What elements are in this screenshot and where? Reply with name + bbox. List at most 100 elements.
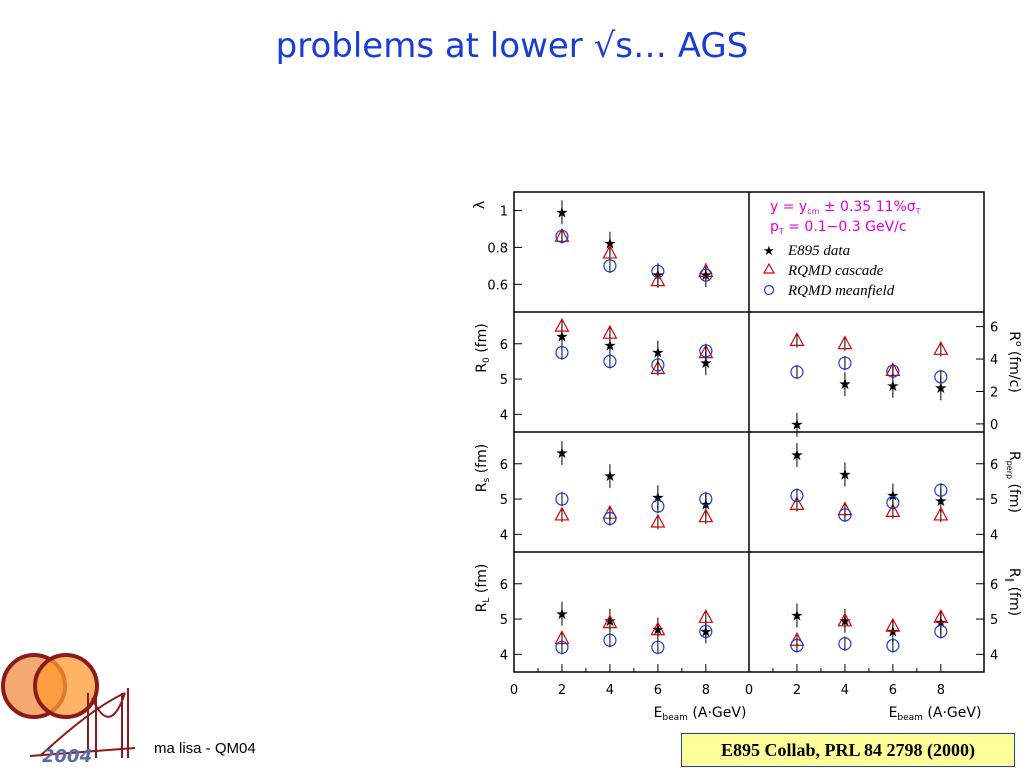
data-point-rqmd-meanfield [699,268,713,282]
y-tick-label: 4 [990,528,998,543]
legend-cut-pt: pT = 0.1−0.3 GeV/c [770,219,907,236]
x-tick-label: 2 [793,683,801,698]
data-point-rqmd-cascade [885,617,901,632]
data-point-rqmd-cascade [698,609,714,623]
x-tick-label: 8 [937,683,945,698]
data-point-e895: ★ [555,605,568,623]
ylabel-r0: R0 (fm) [474,323,492,372]
legend-cut-rapidity: y = ycm ± 0.35 11%σT [770,199,921,216]
y-tick-label: 6 [990,321,998,336]
data-point-rqmd-meanfield [651,640,665,654]
data-point-rqmd-cascade [933,609,949,623]
data-point-rqmd-meanfield [934,624,948,639]
y-tick-label: 5 [500,493,508,508]
y-tick-label: 0.8 [487,241,508,256]
data-point-rqmd-meanfield [838,356,852,370]
y-tick-label: 0.6 [487,278,508,293]
x-tick-label: 0 [510,683,518,698]
data-point-rqmd-cascade [602,324,618,339]
data-point-rqmd-meanfield [838,637,852,651]
x-tick-label: 2 [558,683,566,698]
y-tick-label: 6 [990,458,998,473]
data-point-e895: ★ [555,328,568,346]
data-point-rqmd-meanfield [838,508,852,522]
y-tick-label: 1 [500,204,508,219]
data-point-rqmd-meanfield [886,638,900,653]
x-tick-label: 8 [702,683,710,698]
data-point-rqmd-meanfield [790,365,804,379]
data-point-e895: ★ [555,203,568,221]
legend-label-e895: E895 data [787,243,850,259]
data-point-rqmd-meanfield [651,358,665,372]
data-point-e895: ★ [838,465,851,483]
y-tick-label: 6 [500,458,508,473]
x-tick-label: 6 [889,683,897,698]
data-point-rqmd-cascade [554,317,570,332]
data-point-rqmd-meanfield [651,264,665,278]
legend-label-meanfield: RQMD meanfield [787,283,895,299]
data-point-e895: ★ [790,416,803,434]
data-point-rqmd-cascade [650,621,666,636]
data-point-rqmd-meanfield [603,511,617,526]
data-point-rqmd-meanfield [790,638,804,653]
legend-marker-e895: ★ [763,244,775,259]
data-point-rqmd-cascade [933,506,949,521]
data-point-rqmd-meanfield [555,640,569,654]
data-point-rqmd-cascade [837,612,853,627]
footer-author: ma lisa - QM04 [154,740,256,757]
y-tick-label: 5 [500,373,508,388]
ylabel-r0-dot: Ro (fm/c) [1006,331,1023,393]
legend-marker-cascade [762,262,776,274]
y-tick-label: 6 [990,578,998,593]
data-point-rqmd-meanfield [790,488,804,503]
data-point-rqmd-cascade [789,332,805,346]
data-point-rqmd-meanfield [603,633,617,647]
xlabel-left: Ebeam (A·GeV) [654,705,747,723]
data-point-e895: ★ [555,444,568,462]
data-point-rqmd-meanfield [886,364,900,378]
data-point-rqmd-meanfield [555,229,569,243]
data-point-e895: ★ [934,492,947,510]
ylabel-lambda: λ [472,201,488,209]
data-point-rqmd-meanfield [555,492,569,506]
qm04-logo: 2004 [1,653,136,767]
logo-circle-right [33,653,99,719]
y-tick-label: 5 [990,493,998,508]
data-point-rqmd-cascade [885,503,901,518]
data-point-rqmd-meanfield [886,495,900,510]
y-tick-label: 5 [990,613,998,628]
data-point-e895: ★ [603,467,616,485]
y-tick-label: 0 [990,418,998,433]
y-tick-label: 4 [500,528,508,543]
y-tick-label: 4 [990,353,998,368]
data-point-rqmd-meanfield [699,492,713,506]
data-point-e895: ★ [699,354,712,372]
y-tick-label: 6 [500,338,508,353]
data-point-rqmd-cascade [602,614,618,629]
data-point-rqmd-cascade [789,496,805,510]
data-point-rqmd-meanfield [699,624,713,639]
data-point-e895: ★ [790,446,803,464]
x-tick-label: 6 [654,683,662,698]
y-tick-label: 5 [500,613,508,628]
x-tick-label: 4 [841,683,849,698]
data-point-rqmd-cascade [554,506,570,521]
legend-label-cascade: RQMD cascade [787,263,884,279]
y-tick-label: 2 [990,385,998,400]
data-point-e895: ★ [838,375,851,393]
data-point-e895: ★ [603,235,616,253]
data-point-e895: ★ [790,607,803,625]
data-point-rqmd-cascade [650,513,666,528]
x-tick-label: 4 [606,683,614,698]
data-point-rqmd-meanfield [603,354,617,369]
legend: y = ycm ± 0.35 11%σT pT = 0.1−0.3 GeV/c … [762,199,921,299]
data-point-e895: ★ [651,344,664,362]
logo-year: 2004 [42,746,92,767]
y-tick-label: 4 [500,408,508,423]
xlabel-right: Ebeam (A·GeV) [889,705,982,723]
hbt-radii-figure: λ R0 (fm) Rs (fm) RL (fm) Ro (fm/c) Rper… [472,191,1023,723]
ylabel-rpar: R∥ (fm) [1004,568,1022,616]
data-point-rqmd-cascade [650,360,666,375]
data-point-rqmd-cascade [650,272,666,287]
data-point-rqmd-meanfield [934,370,948,384]
